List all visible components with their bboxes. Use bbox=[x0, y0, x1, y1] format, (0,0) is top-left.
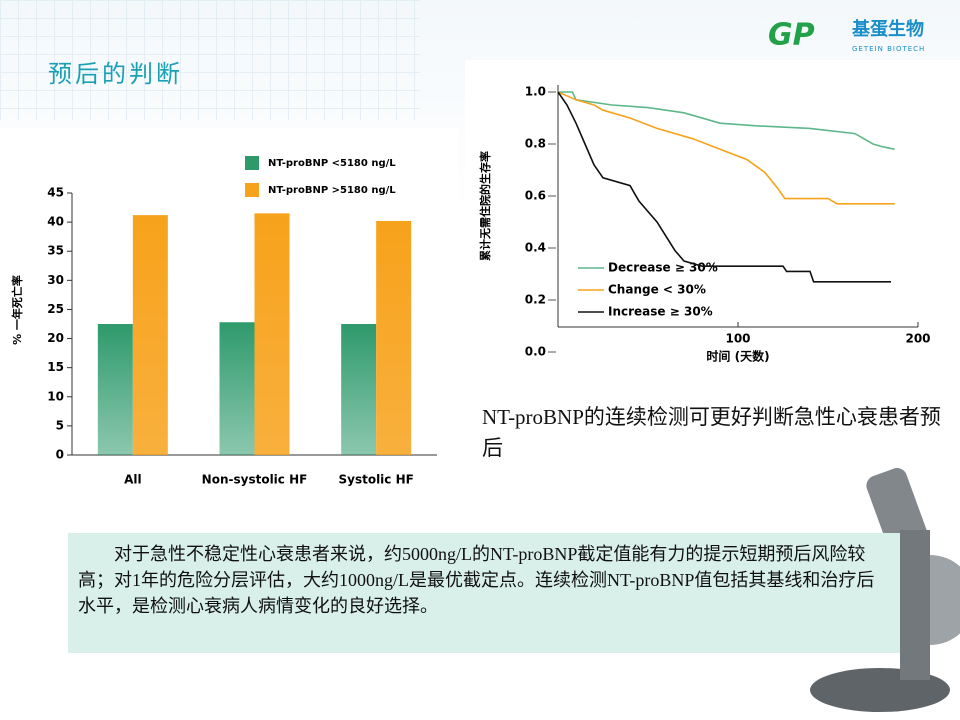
bar bbox=[341, 324, 377, 455]
x-tick-label: Systolic HF bbox=[338, 473, 413, 487]
line-series bbox=[557, 91, 891, 283]
background-grid bbox=[0, 0, 420, 120]
bar bbox=[219, 322, 255, 455]
y-tick-label: 0.2 bbox=[525, 293, 546, 307]
x-tick-label: 200 bbox=[905, 332, 930, 346]
line-panel bbox=[465, 60, 960, 375]
legend-swatch bbox=[245, 183, 259, 197]
bar bbox=[97, 324, 133, 455]
y-tick-label: 0.0 bbox=[525, 345, 546, 359]
bar bbox=[132, 215, 168, 455]
legend-swatch bbox=[245, 156, 259, 170]
legend-label: Increase ≥ 30% bbox=[608, 305, 713, 319]
y-tick-label: 0 bbox=[56, 448, 64, 462]
caption: NT-proBNP的连续检测可更好判断急性心衰患者预后 bbox=[482, 405, 941, 460]
y-tick-label: 20 bbox=[47, 331, 64, 345]
legend-label: NT-proBNP >5180 ng/L bbox=[268, 185, 396, 196]
line-series bbox=[557, 91, 895, 205]
x-axis-label: 时间 (天数) bbox=[706, 349, 769, 364]
y-tick-label: 1.0 bbox=[525, 85, 546, 99]
y-tick-label: 35 bbox=[47, 244, 64, 258]
logo-mark: GP bbox=[768, 18, 815, 53]
x-tick-label: Non-systolic HF bbox=[202, 473, 308, 487]
slide-title: 预后的判断 bbox=[48, 60, 183, 88]
y-tick-label: 30 bbox=[47, 273, 64, 287]
legend-label: Decrease ≥ 30% bbox=[608, 261, 718, 275]
y-tick-label: 0.6 bbox=[525, 189, 546, 203]
y-axis-label: % 一年死亡率 bbox=[10, 275, 24, 345]
bar bbox=[254, 213, 290, 455]
y-tick-label: 5 bbox=[56, 418, 64, 432]
y-tick-label: 0.4 bbox=[525, 241, 546, 255]
body-text: 对于急性不稳定性心衰患者来说，约5000ng/L的NT-proBNP截定值能有力… bbox=[68, 533, 900, 653]
y-tick-label: 15 bbox=[47, 360, 64, 374]
y-tick-label: 40 bbox=[47, 215, 64, 229]
x-tick-label: All bbox=[124, 473, 142, 487]
y-tick-label: 0.8 bbox=[525, 137, 546, 151]
legend-label: NT-proBNP <5180 ng/L bbox=[268, 158, 396, 169]
microscope bbox=[810, 468, 960, 712]
logo: GP 基蛋生物 GETEIN BIOTECH bbox=[768, 18, 925, 54]
legend-label: Change < 30% bbox=[608, 283, 706, 297]
y-tick-label: 25 bbox=[47, 302, 64, 316]
logo-name: 基蛋生物 bbox=[851, 18, 924, 40]
y-tick-label: 45 bbox=[47, 186, 64, 200]
y-axis-label: 累计无需住院的生存率 bbox=[478, 151, 492, 261]
x-tick-label: 100 bbox=[725, 332, 750, 346]
y-tick-label: 10 bbox=[47, 389, 64, 403]
bar bbox=[376, 220, 412, 455]
logo-sub: GETEIN BIOTECH bbox=[852, 45, 925, 53]
